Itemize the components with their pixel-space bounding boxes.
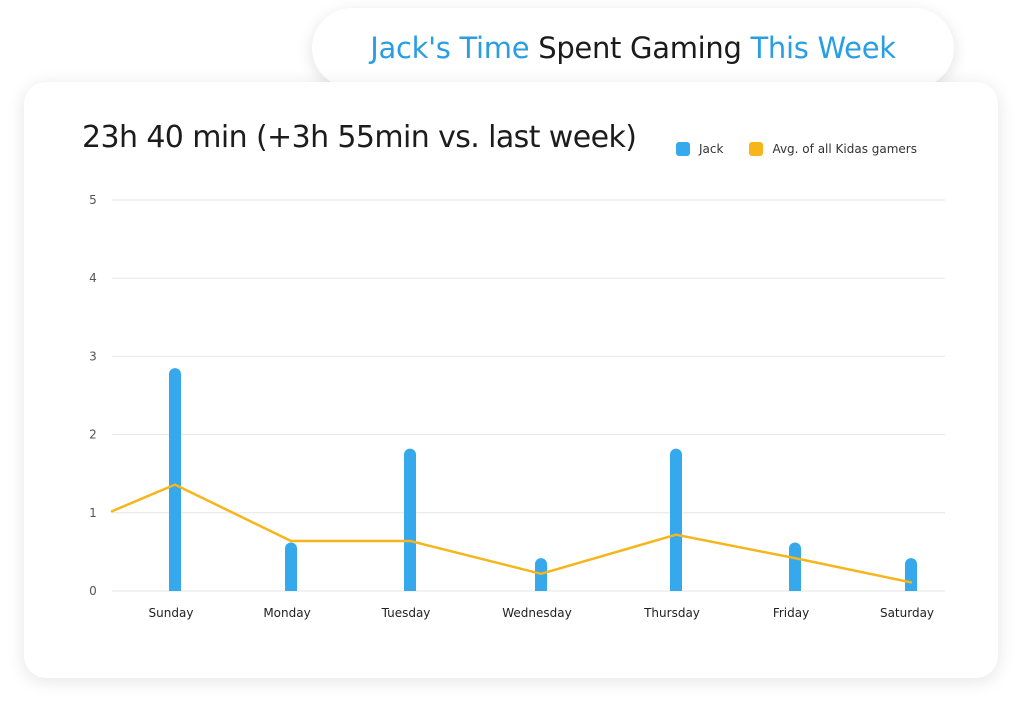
x-tick-label: Monday: [263, 606, 310, 620]
bar-jack: [404, 448, 416, 591]
bar-jack: [169, 368, 181, 591]
bar-jack-base: [404, 585, 416, 591]
x-tick-label: Wednesday: [502, 606, 571, 620]
bar-jack-base: [169, 585, 181, 591]
bar-jack-base: [905, 585, 917, 591]
legend-label-average: Avg. of all Kidas gamers: [772, 142, 917, 156]
title-part-name: Jack's Time: [370, 31, 530, 65]
legend-swatch-average: [749, 142, 764, 156]
weekly-total-summary: 23h 40 min (+3h 55min vs. last week): [82, 120, 637, 155]
title-part-period: This Week: [750, 31, 897, 65]
line-average: [110, 483, 913, 584]
legend-swatch-jack: [676, 142, 690, 156]
chart-card: 23h 40 min (+3h 55min vs. last week) Jac…: [24, 82, 998, 678]
x-tick-label: Tuesday: [381, 606, 431, 620]
bar-jack: [789, 542, 801, 591]
y-tick-label: 4: [89, 271, 97, 285]
y-tick-label: 3: [89, 349, 97, 363]
y-tick-label: 2: [89, 428, 97, 442]
x-tick-label: Thursday: [643, 606, 700, 620]
x-tick-label: Sunday: [149, 606, 194, 620]
x-tick-label: Friday: [773, 606, 809, 620]
chart-legend: Jack Avg. of all Kidas gamers: [676, 142, 943, 156]
bar-jack-base: [285, 585, 297, 591]
y-tick-label: 1: [89, 506, 97, 520]
bar-jack-base: [535, 585, 547, 591]
legend-item-jack: Jack: [676, 142, 723, 156]
y-tick-label: 5: [89, 193, 97, 207]
bar-jack-base: [670, 585, 682, 591]
bar-jack: [285, 542, 297, 591]
chart-title-pill: Jack's Time Spent Gaming This Week: [312, 8, 954, 88]
y-tick-label: 0: [89, 584, 97, 598]
bar-jack-base: [789, 585, 801, 591]
x-tick-label: Saturday: [880, 606, 934, 620]
legend-item-average: Avg. of all Kidas gamers: [749, 142, 917, 156]
bar-jack: [670, 448, 682, 591]
legend-label-jack: Jack: [699, 142, 724, 156]
title-part-middle: Spent Gaming: [538, 31, 742, 65]
